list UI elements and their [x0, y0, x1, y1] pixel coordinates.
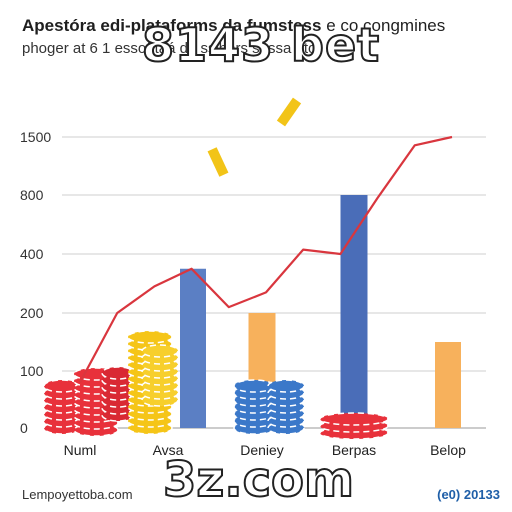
watermark-top: 8143 bet — [141, 17, 381, 73]
chart-title-rest: e co congmines — [321, 16, 446, 35]
watermark-bottom: 3z.com — [162, 451, 355, 509]
bar — [340, 195, 368, 428]
x-tick-label: Numl — [64, 442, 97, 458]
blue-chip-stack — [233, 379, 275, 435]
yellow-chip-stack — [141, 344, 179, 407]
chart-title: Apestóra edi-plataforms da fumstess e co… — [22, 16, 445, 36]
y-tick-label: 1500 — [20, 129, 51, 145]
chart-subtitle: phoger at 6 1 essoñtâá dá ssibers sessa … — [22, 40, 317, 57]
footer-source: Lempoyettoba.com — [22, 487, 133, 502]
trend-line — [79, 135, 453, 383]
bar — [180, 268, 206, 428]
footer-code: (e0) 20133 — [437, 487, 500, 502]
x-tick-label: Berpas — [332, 442, 376, 458]
gold-bar — [276, 97, 302, 127]
y-tick-label: 200 — [20, 305, 44, 321]
y-tick-label: 100 — [20, 363, 44, 379]
blue-chip-stack — [267, 379, 305, 435]
x-tick-label: Deniey — [240, 442, 284, 458]
y-tick-label: 400 — [20, 246, 44, 262]
chart-title-main: Apestóra edi-plataforms da fumstess — [22, 16, 322, 35]
y-tick-label: 800 — [20, 187, 44, 203]
bar — [435, 342, 461, 428]
red-chip-pile — [319, 412, 389, 440]
x-tick-label: Belop — [430, 442, 466, 458]
y-tick-label: 0 — [20, 420, 28, 436]
x-tick-label: Avsa — [153, 442, 184, 458]
gold-bar — [207, 147, 229, 177]
